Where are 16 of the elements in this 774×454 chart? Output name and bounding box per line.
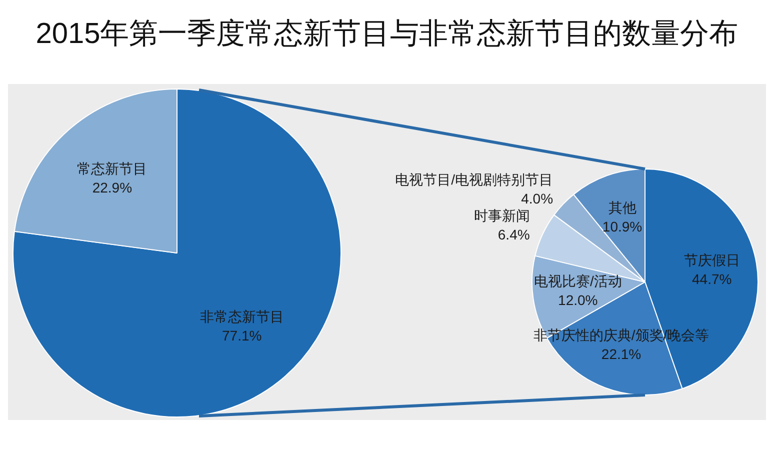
slice-label: 常态新节目 bbox=[77, 160, 148, 176]
data-label: 77.1% bbox=[222, 327, 262, 344]
data-label: 12.0% bbox=[558, 292, 598, 308]
slice-label: 节庆假日 bbox=[684, 252, 740, 268]
data-label: 10.9% bbox=[602, 218, 642, 234]
data-label: 22.9% bbox=[92, 179, 132, 196]
data-label: 22.1% bbox=[601, 346, 642, 362]
slice-label: 其他 bbox=[608, 199, 636, 216]
chart-title: 2015年第一季度常态新节目与非常态新节目的数量分布 bbox=[34, 17, 740, 52]
data-label: 4.0% bbox=[521, 190, 554, 207]
slice-label: 非常态新节目 bbox=[200, 308, 284, 324]
slice-label: 电视节目/电视剧特别节目 bbox=[395, 172, 554, 188]
slice-label: 电视比赛/活动 bbox=[534, 273, 622, 290]
data-label: 6.4% bbox=[498, 226, 530, 242]
slice-label: 时事新闻 bbox=[474, 207, 530, 224]
data-label: 44.7% bbox=[692, 271, 732, 288]
